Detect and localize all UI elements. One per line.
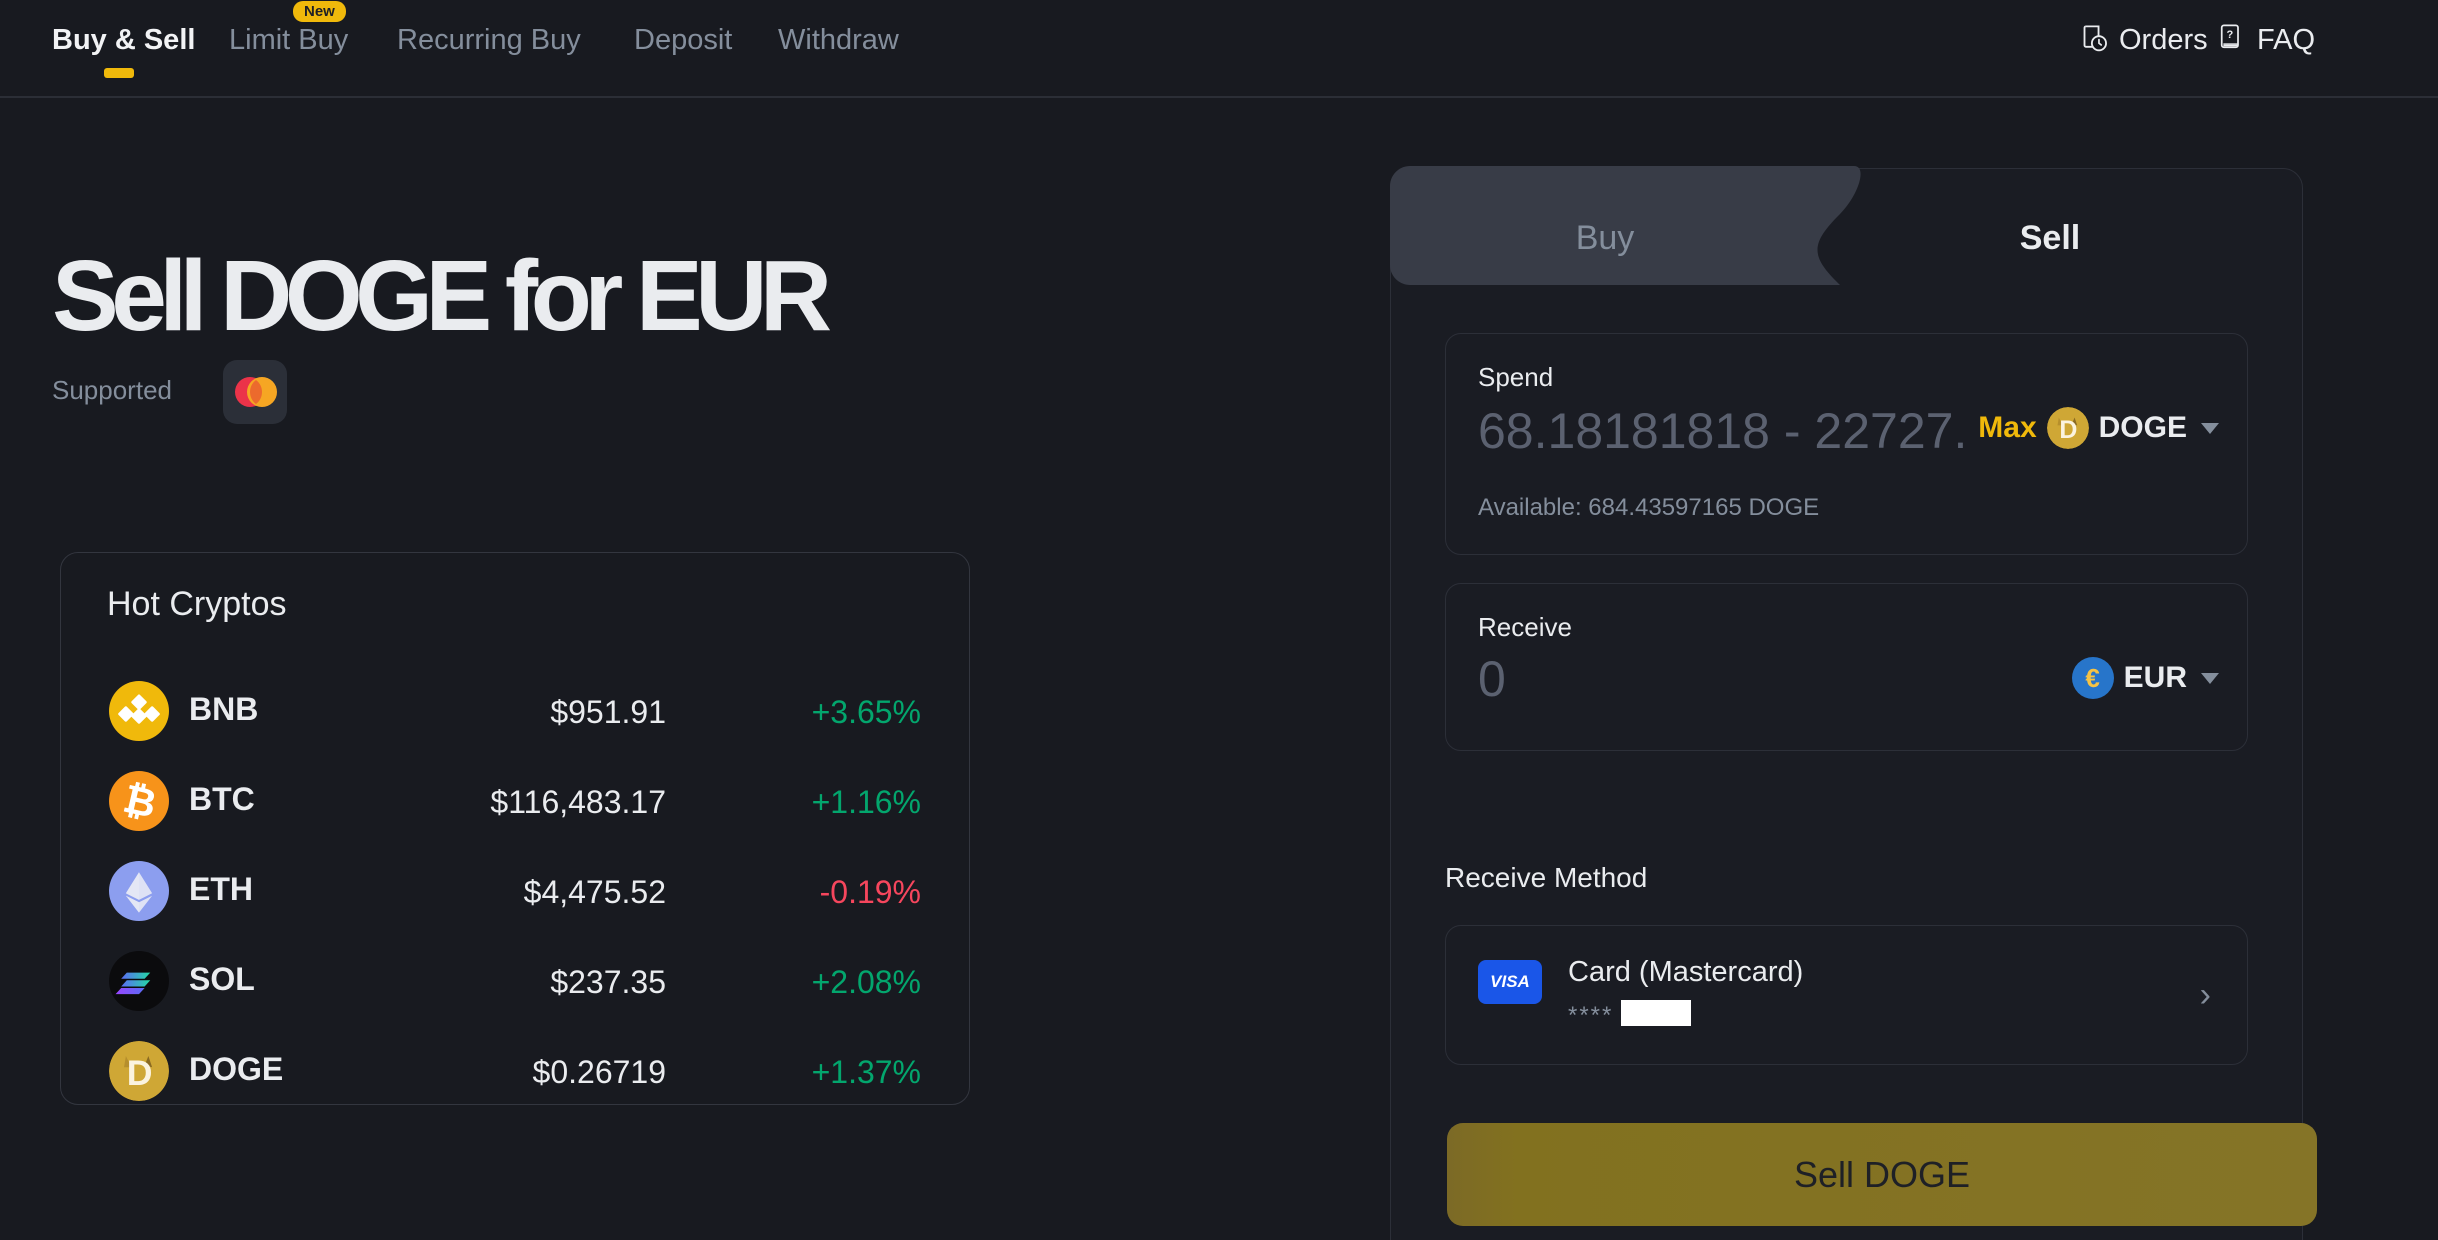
svg-text:?: ?	[2226, 29, 2233, 41]
svg-text:D: D	[127, 1053, 153, 1093]
svg-text:D: D	[2059, 416, 2077, 444]
svg-text:₿: ₿	[119, 777, 160, 827]
